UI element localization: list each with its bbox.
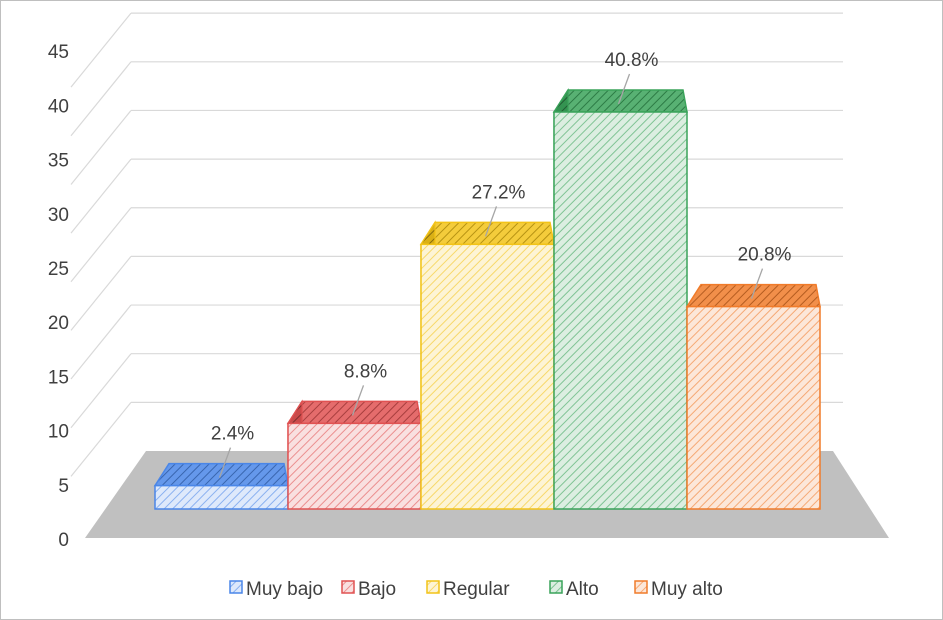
- y-tick-label: 5: [58, 476, 69, 497]
- bar-regular: [419, 220, 555, 510]
- legend-swatch: [229, 580, 243, 594]
- bar-bajo: [286, 399, 422, 510]
- data-label-leader: [750, 268, 764, 299]
- legend-item-alto: Alto: [549, 579, 599, 600]
- y-tick-label: 15: [48, 367, 69, 388]
- legend-item-bajo: Bajo: [341, 579, 396, 600]
- bar-top-regular: [419, 221, 555, 246]
- y-tick-label: 30: [48, 205, 69, 226]
- gridline-diagonal: [70, 158, 132, 234]
- y-tick-label: 35: [48, 151, 69, 172]
- bar-front-muy-bajo: [154, 484, 289, 510]
- legend: Muy bajo Bajo Regular Alto Muy alto: [229, 579, 723, 600]
- data-labels: 2.4% 8.8% 27.2% 40.8% 20.8%: [211, 50, 792, 478]
- bar-front-muy-alto: [686, 305, 821, 510]
- legend-swatch: [426, 580, 440, 594]
- legend-label: Muy alto: [651, 579, 723, 600]
- y-tick-label: 0: [58, 530, 69, 551]
- gridline-diagonal: [70, 12, 132, 88]
- legend-label: Regular: [443, 579, 510, 600]
- data-label-regular: 27.2%: [472, 182, 526, 203]
- gridline-diagonal: [70, 256, 132, 331]
- y-tick-label: 20: [48, 313, 69, 334]
- y-tick-label: 40: [48, 96, 69, 117]
- data-label-leader: [617, 73, 631, 105]
- data-label-muy-bajo: 2.4%: [211, 424, 254, 445]
- bar-top-bajo: [286, 400, 422, 425]
- y-tick-label: 10: [48, 422, 69, 443]
- gridline-diagonal: [70, 353, 132, 429]
- y-tick-label: 25: [48, 259, 69, 280]
- data-label-leader: [484, 206, 498, 237]
- data-label-leader: [218, 447, 232, 478]
- legend-item-muy-bajo: Muy bajo: [229, 579, 323, 600]
- legend-label: Alto: [566, 579, 599, 600]
- bar-top-muy-bajo: [153, 462, 289, 487]
- gridline-diagonal: [70, 401, 132, 477]
- bar-front-regular: [420, 243, 555, 510]
- legend-swatch: [634, 580, 648, 594]
- data-label-bajo: 8.8%: [344, 361, 387, 382]
- bar-alto: [552, 87, 688, 510]
- bars: [153, 87, 821, 510]
- y-axis-ticks: 0 5 10 15 20 25 30 35 40 45: [48, 42, 69, 551]
- bar-top-muy-alto: [685, 283, 821, 308]
- data-label-alto: 40.8%: [605, 50, 659, 71]
- bar-muy-alto: [685, 283, 821, 510]
- gridline-diagonal: [70, 61, 132, 137]
- gridline-diagonal: [70, 304, 132, 380]
- legend-swatch: [549, 580, 563, 594]
- y-tick-label: 45: [48, 42, 69, 63]
- bar-front-alto: [553, 111, 688, 510]
- data-label-muy-alto: 20.8%: [738, 245, 792, 266]
- bar-front-bajo: [287, 422, 422, 510]
- bar-top-alto: [552, 89, 688, 113]
- legend-label: Muy bajo: [246, 579, 323, 600]
- data-label-leader: [351, 385, 365, 416]
- legend-item-muy-alto: Muy alto: [634, 579, 723, 600]
- legend-label: Bajo: [358, 579, 396, 600]
- gridline-diagonal: [70, 110, 132, 185]
- legend-swatch: [341, 580, 355, 594]
- legend-item-regular: Regular: [426, 579, 510, 600]
- gridline-diagonal: [70, 207, 132, 283]
